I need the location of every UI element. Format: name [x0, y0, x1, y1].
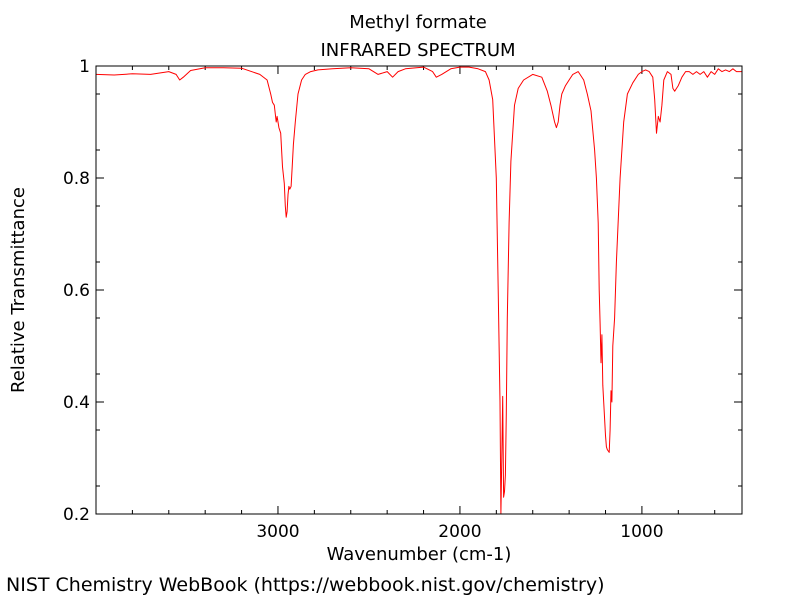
axis-ticks: 3000 2000 1000 0.2 0.4 0.6 0.8 1 [63, 57, 742, 542]
chart-subtitle: INFRARED SPECTRUM [320, 40, 515, 61]
y-tick-label: 0.2 [63, 505, 90, 525]
y-tick-label: 0.6 [63, 281, 90, 301]
x-tick-label: 1000 [620, 522, 663, 542]
chart-title: Methyl formate [349, 12, 487, 33]
y-tick-label: 0.4 [63, 393, 90, 413]
x-tick-label: 2000 [438, 522, 481, 542]
x-axis-label: Wavenumber (cm-1) [327, 544, 512, 565]
x-tick-label: 3000 [256, 522, 299, 542]
plot-area [95, 66, 742, 515]
spectrum-line [95, 66, 742, 515]
y-tick-label: 0.8 [63, 169, 90, 189]
y-axis-label: Relative Transmittance [8, 187, 29, 393]
y-tick-label: 1 [79, 57, 90, 77]
plot-frame [95, 65, 743, 515]
footer-credit: NIST Chemistry WebBook (https://webbook.… [6, 574, 605, 596]
